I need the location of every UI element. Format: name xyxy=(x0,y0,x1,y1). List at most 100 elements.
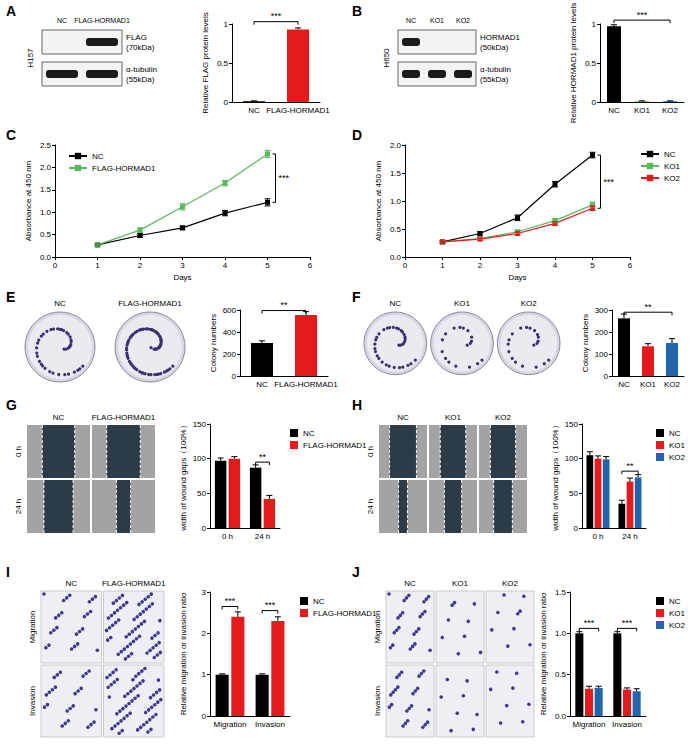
svg-text:***: *** xyxy=(604,177,615,187)
svg-text:0 h: 0 h xyxy=(14,446,23,457)
svg-text:Invasion: Invasion xyxy=(28,686,37,716)
svg-text:2: 2 xyxy=(138,261,143,270)
svg-text:NC: NC xyxy=(390,299,402,308)
svg-text:50: 50 xyxy=(569,489,578,498)
svg-text:α-tubulin: α-tubulin xyxy=(480,65,511,74)
svg-text:NC: NC xyxy=(65,579,77,588)
svg-text:Relative FLAG protein levels: Relative FLAG protein levels xyxy=(201,12,210,113)
svg-text:KO2: KO2 xyxy=(664,174,681,183)
svg-text:***: *** xyxy=(271,11,282,21)
svg-text:100: 100 xyxy=(595,350,609,359)
svg-text:KO1: KO1 xyxy=(640,380,657,389)
svg-text:G: G xyxy=(6,397,17,413)
svg-text:**: ** xyxy=(280,300,288,310)
svg-text:***: *** xyxy=(265,600,276,610)
svg-text:NC: NC xyxy=(608,106,620,115)
svg-text:***: *** xyxy=(225,596,236,606)
svg-text:24 h: 24 h xyxy=(14,499,23,515)
svg-text:Migration: Migration xyxy=(373,611,382,644)
svg-text:NC: NC xyxy=(57,17,67,24)
svg-text:400: 400 xyxy=(223,328,237,337)
svg-text:FLAG-HORMAD1: FLAG-HORMAD1 xyxy=(92,413,156,422)
svg-text:0.5: 0.5 xyxy=(40,230,52,239)
svg-text:KO2: KO2 xyxy=(662,106,679,115)
svg-text:2.0: 2.0 xyxy=(390,141,402,150)
svg-text:KO2: KO2 xyxy=(521,299,538,308)
svg-text:KO2: KO2 xyxy=(502,579,519,588)
svg-text:KO1: KO1 xyxy=(634,106,651,115)
svg-text:2.5: 2.5 xyxy=(40,141,52,150)
svg-text:4: 4 xyxy=(223,261,228,270)
svg-text:Relative migration or invasion: Relative migration or invasion ratio xyxy=(539,592,548,715)
svg-text:NC: NC xyxy=(669,597,681,606)
svg-text:4: 4 xyxy=(553,261,558,270)
svg-text:KO2: KO2 xyxy=(669,621,686,630)
svg-text:100: 100 xyxy=(193,454,207,463)
svg-text:KO1: KO1 xyxy=(454,299,471,308)
svg-text:Days: Days xyxy=(173,273,191,282)
svg-text:(55kDa): (55kDa) xyxy=(480,75,509,84)
svg-text:0: 0 xyxy=(403,261,408,270)
svg-text:NC: NC xyxy=(664,150,676,159)
svg-text:NC: NC xyxy=(406,17,416,24)
svg-text:NC: NC xyxy=(618,380,630,389)
svg-text:KO1: KO1 xyxy=(669,609,686,618)
svg-text:E: E xyxy=(6,289,15,305)
svg-text:width of wound gaps（100%）: width of wound gaps（100%） xyxy=(179,421,188,531)
svg-text:0: 0 xyxy=(604,372,609,381)
svg-text:24 h: 24 h xyxy=(255,532,271,541)
svg-text:0.5: 0.5 xyxy=(555,670,567,679)
svg-text:1.5: 1.5 xyxy=(555,588,567,597)
svg-text:NC: NC xyxy=(669,429,681,438)
svg-text:**: ** xyxy=(259,452,267,462)
svg-text:KO2: KO2 xyxy=(456,17,470,24)
svg-text:6: 6 xyxy=(628,261,633,270)
svg-text:3: 3 xyxy=(180,261,185,270)
svg-text:1.5: 1.5 xyxy=(40,185,52,194)
svg-text:**: ** xyxy=(626,461,634,471)
svg-text:0: 0 xyxy=(224,98,229,107)
svg-text:1: 1 xyxy=(592,20,597,29)
svg-text:3: 3 xyxy=(515,261,520,270)
svg-text:KO1: KO1 xyxy=(669,441,686,450)
svg-text:0.0: 0.0 xyxy=(390,253,402,262)
svg-text:***: *** xyxy=(622,618,633,628)
svg-text:0 h: 0 h xyxy=(592,532,603,541)
svg-text:***: *** xyxy=(584,618,595,628)
svg-text:0.5: 0.5 xyxy=(585,59,597,68)
svg-text:KO2: KO2 xyxy=(664,380,681,389)
svg-text:KO2: KO2 xyxy=(669,453,686,462)
svg-text:NC: NC xyxy=(248,106,260,115)
svg-text:3: 3 xyxy=(202,588,207,597)
svg-text:Invasion: Invasion xyxy=(373,686,382,716)
svg-text:Days: Days xyxy=(508,273,526,282)
svg-text:0.0: 0.0 xyxy=(40,253,52,262)
svg-text:(50kDa): (50kDa) xyxy=(480,43,509,52)
svg-text:Migration: Migration xyxy=(214,720,247,729)
svg-text:150: 150 xyxy=(193,420,207,429)
svg-text:NC: NC xyxy=(404,579,416,588)
svg-text:Relative HORMAD1 protein level: Relative HORMAD1 protein levels xyxy=(569,3,578,124)
svg-text:KO1: KO1 xyxy=(664,162,681,171)
svg-text:300: 300 xyxy=(595,306,609,315)
svg-text:H: H xyxy=(352,397,362,413)
svg-text:0: 0 xyxy=(53,261,58,270)
svg-text:J: J xyxy=(352,564,360,580)
svg-text:KO1: KO1 xyxy=(452,579,469,588)
svg-text:F: F xyxy=(352,289,361,305)
svg-text:KO1: KO1 xyxy=(430,17,444,24)
svg-text:1: 1 xyxy=(95,261,100,270)
svg-text:width of wound gaps（100%）: width of wound gaps（100%） xyxy=(551,421,560,531)
svg-text:Migration: Migration xyxy=(573,720,606,729)
svg-text:0 h: 0 h xyxy=(366,446,375,457)
svg-text:(55kDa): (55kDa) xyxy=(126,75,155,84)
svg-text:1: 1 xyxy=(440,261,445,270)
svg-text:50: 50 xyxy=(197,489,206,498)
svg-text:B: B xyxy=(352,3,362,19)
svg-text:Absorbance at 450 nm: Absorbance at 450 nm xyxy=(374,160,383,241)
svg-text:(70kDa): (70kDa) xyxy=(126,43,155,52)
svg-text:1: 1 xyxy=(224,20,229,29)
svg-text:0.0: 0.0 xyxy=(555,712,567,721)
svg-text:Colony numbers: Colony numbers xyxy=(581,314,590,372)
svg-text:I: I xyxy=(6,564,10,580)
